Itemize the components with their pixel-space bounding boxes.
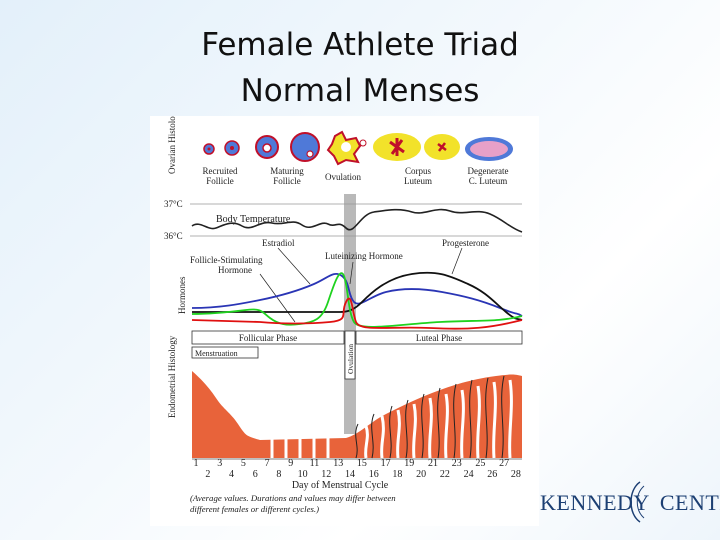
day-tick-label: 18 [392, 469, 402, 480]
stage-label-degenerate: Degenerate C. Luteum [468, 166, 509, 186]
progesterone-curve [192, 271, 523, 321]
title-line-2: Normal Menses [240, 73, 480, 109]
menstruation-bar [191, 346, 259, 359]
ovarian-stage-labels: Recruited Follicle Maturing Follicle Ovula… [203, 166, 509, 186]
progesterone-label: Progesterone [442, 238, 489, 248]
kennedy-center-logo: KENNEDY CENTER [540, 478, 720, 526]
spiral-arteries [355, 375, 505, 459]
day-tick-label: 22 [440, 469, 450, 480]
stage-label-maturing: Maturing Follicle [270, 166, 304, 186]
body-temperature-curve [191, 208, 523, 233]
luteal-phase-bar [355, 330, 523, 345]
lh-label: Luteinizing Hormone [325, 251, 403, 261]
endometrial-axis-label: Endometrial Histology [167, 335, 177, 418]
estradiol-label: Estradiol [262, 238, 295, 248]
stage-label-ovulation: Ovulation [325, 172, 361, 182]
day-tick-label: 26 [487, 469, 497, 480]
logo-text: KENNEDY CENTER [540, 490, 720, 516]
logo-arc [630, 481, 641, 523]
day-tick-label: 1 [194, 458, 199, 469]
day-tick-label: 4 [229, 469, 234, 480]
day-tick-label: 27 [499, 458, 509, 469]
ovarian-axis-label: Ovarian Histology [167, 116, 177, 174]
luteal-phase-label: Luteal Phase [416, 333, 462, 343]
ovulation-band-label: Ovulation [346, 344, 355, 374]
endometrial-glands [270, 379, 513, 459]
fsh-label: Follicle-Stimulating Hormone [190, 255, 265, 275]
day-tick-label: 23 [452, 458, 462, 469]
day-tick-label: 10 [298, 469, 308, 480]
logo-word-2: CENTER [659, 490, 720, 515]
day-tick-label: 24 [464, 469, 474, 480]
follicular-phase-label: Follicular Phase [239, 333, 297, 343]
x-axis-label: Day of Menstrual Cycle [292, 480, 389, 491]
day-tick-label: 5 [241, 458, 246, 469]
day-tick-label: 7 [265, 458, 270, 469]
day-tick-label: 20 [416, 469, 426, 480]
lh-curve [191, 297, 523, 330]
day-tick-label: 13 [333, 458, 343, 469]
footnote: (Average values. Durations and values ma… [190, 493, 398, 514]
maturing-follicle-icons [255, 132, 320, 162]
day-tick-label: 8 [276, 469, 281, 480]
day-tick-label: 15 [357, 458, 367, 469]
day-tick-label: 6 [253, 469, 258, 480]
stage-label-corpus-luteum: Corpus Luteum [404, 166, 432, 186]
day-tick-label: 21 [428, 458, 438, 469]
day-tick-label: 9 [288, 458, 293, 469]
day-tick-label: 2 [205, 469, 210, 480]
ovulation-icon [326, 130, 367, 166]
menstrual-cycle-diagram: Ovarian Histology Recruited Follicle Matu… [150, 116, 539, 526]
day-tick-label: 28 [511, 469, 521, 480]
body-temperature-label: Body Temperature [216, 214, 291, 225]
day-tick-label: 12 [321, 469, 331, 480]
follicle-icon [290, 132, 320, 162]
fsh-curve [191, 272, 523, 328]
day-tick-label: 16 [369, 469, 379, 480]
temp-high-label: 37°C [164, 199, 183, 209]
slide-title: Female Athlete Triad Normal Menses [0, 22, 720, 114]
day-tick-label: 3 [217, 458, 222, 469]
logo-word-1: KENNEDY [540, 490, 650, 515]
day-ticks-top: 1 3 5 7 9 11 13 15 17 19 21 23 25 27 [194, 458, 510, 469]
day-tick-label: 11 [310, 458, 320, 469]
day-tick-label: 19 [404, 458, 414, 469]
menstruation-label: Menstruation [195, 349, 238, 358]
temp-low-label: 36°C [164, 231, 183, 241]
day-tick-label: 14 [345, 469, 355, 480]
follicular-phase-bar [191, 330, 345, 345]
day-tick-label: 25 [475, 458, 485, 469]
stage-label-recruited: Recruited Follicle [203, 166, 238, 186]
day-tick-label: 17 [381, 458, 391, 469]
corpus-luteum-icons [373, 133, 513, 161]
title-line-1: Female Athlete Triad [201, 27, 519, 63]
hormones-axis-label: Hormones [177, 276, 187, 314]
day-ticks-bottom: 2 4 6 8 10 12 14 16 18 20 22 24 26 28 [205, 469, 521, 480]
estradiol-curve [191, 272, 523, 317]
recruited-follicle-icons [203, 140, 240, 156]
